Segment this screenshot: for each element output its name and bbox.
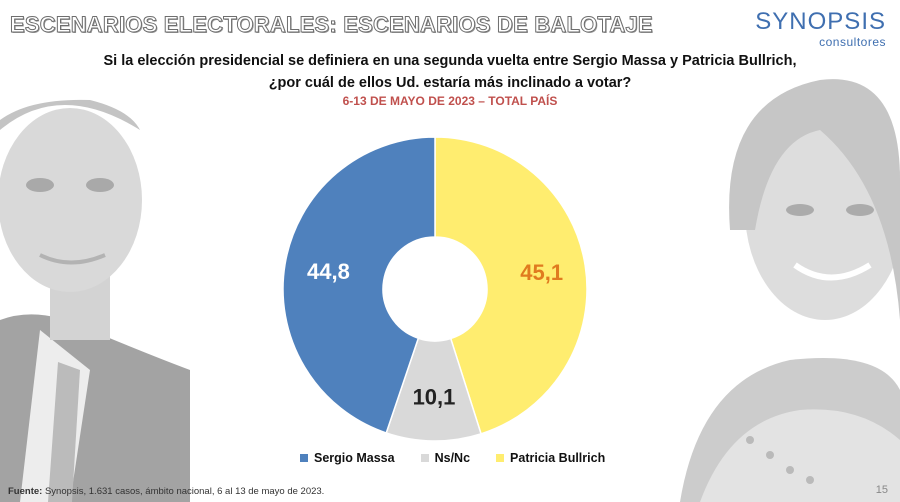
legend-item-patricia-bullrich: Patricia Bullrich (496, 451, 605, 465)
legend-item-ns-nc: Ns/Nc (420, 451, 471, 465)
legend-label: Ns/Nc (434, 451, 471, 465)
survey-period: 6-13 DE MAYO DE 2023 – TOTAL PAÍS (342, 94, 558, 108)
slide-title: ESCENARIOS ELECTORALES: ESCENARIOS DE BA… (10, 12, 654, 38)
candidate-photo-left (0, 70, 190, 502)
slice-sergio-massa (282, 136, 436, 434)
brand-logo: SYNOPSIS consultores (755, 8, 886, 50)
legend-label: Patricia Bullrich (510, 451, 606, 465)
legend-swatch (496, 454, 505, 462)
source-text: Synopsis, 1.631 casos, ámbito nacional, … (42, 486, 325, 497)
logo-main-text: SYNOPSIS (755, 8, 886, 35)
survey-question: Si la elección presidencial se definiera… (100, 50, 800, 94)
slice-label-sergio-massa: 44,8 (307, 259, 350, 284)
slice-patricia-bullrich (434, 136, 588, 435)
legend-swatch (300, 454, 308, 462)
slice-label-patricia-bullrich: 45,1 (520, 260, 563, 285)
page-number: 15 (875, 484, 888, 496)
question-line-1: Si la elección presidencial se definiera… (103, 53, 797, 69)
slice-label-ns-nc: 10,1 (413, 384, 456, 409)
legend-item-sergio-massa: Sergio Massa (300, 451, 395, 465)
donut-chart: 45,1 10,1 44,8 (282, 136, 588, 442)
candidate-photo-right (660, 60, 900, 502)
chart-legend: Sergio Massa Ns/Nc Patricia Bullrich (300, 451, 605, 465)
legend-label: Sergio Massa (314, 451, 395, 465)
question-line-2: ¿por cuál de ellos Ud. estaría más incli… (268, 75, 632, 91)
source-label: Fuente: (8, 486, 43, 497)
source-note: Fuente: Synopsis, 1.631 casos, ámbito na… (8, 486, 324, 497)
logo-sub-text: consultores (819, 35, 886, 49)
legend-swatch (420, 454, 429, 462)
